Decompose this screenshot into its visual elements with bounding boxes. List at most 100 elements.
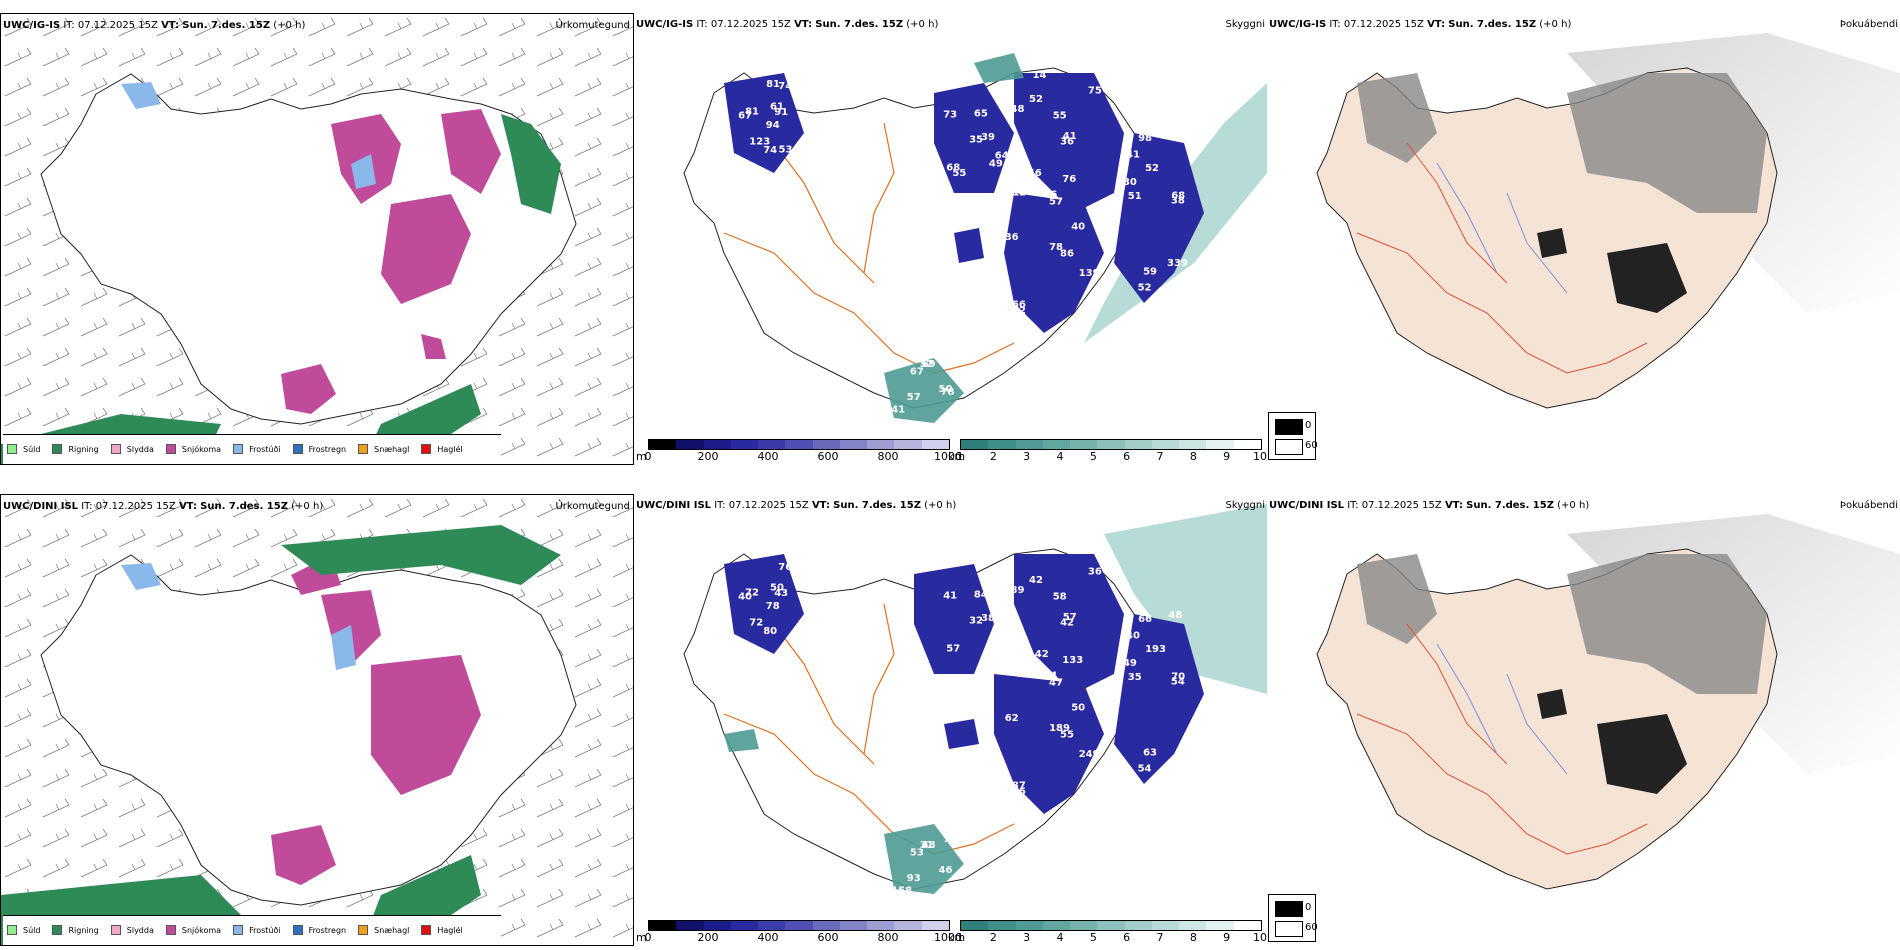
fog-legend-max-label: 0 (1305, 902, 1312, 913)
visibility-value: 339 (1167, 258, 1188, 269)
freezing-drizzle-areas (121, 82, 376, 189)
visibility-value: 55 (1053, 111, 1067, 122)
fog-title-bottom: UWC/DINI ISL IT: 07.12.2025 15Z VT: Sun.… (1269, 500, 1589, 511)
vis-field-title-top: Skyggni (1225, 19, 1265, 30)
colorbar-cell (1233, 921, 1261, 930)
legend-swatch (165, 444, 176, 454)
fog-panel-bottom: UWC/DINI ISL IT: 07.12.2025 15Z VT: Sun.… (1267, 494, 1900, 946)
visibility-value: 39 (995, 631, 1009, 642)
legend-swatch (110, 444, 121, 454)
precip-map-bottom (1, 495, 633, 945)
visibility-value: 70 (1171, 672, 1185, 683)
colorbar-cell (1097, 921, 1125, 930)
visibility-value: 35 (969, 135, 983, 146)
visibility-value: 68 (1171, 191, 1185, 202)
visibility-value: 72 (749, 617, 763, 628)
snow-areas (271, 555, 481, 885)
visibility-value: 41 (943, 590, 957, 601)
visibility-value: 78 (941, 387, 955, 398)
visibility-value: 76 (1062, 174, 1076, 185)
visibility-value: 130 (1116, 177, 1137, 188)
visibility-value: 89 (1011, 585, 1025, 596)
precip-field-title-top: Úrkomutegund (555, 20, 630, 31)
colorbar-cell (785, 440, 813, 449)
colorbar-cell (1070, 440, 1098, 449)
fog-map-top (1316, 33, 1900, 409)
colorbar-cell (961, 921, 989, 930)
visibility-value: 52 (1138, 283, 1152, 294)
colorbar-tick-label: 3 (1023, 450, 1031, 463)
visibility-value: 63 (1143, 748, 1157, 759)
visibility-map-bottom: 78 41 57 87 70 93 76 84 36 55 66 37 40 89 42 50 54 31 50 57… (683, 504, 1267, 896)
visibility-value: 12 (1012, 188, 1026, 199)
colorbar-cell (1042, 440, 1071, 449)
fog-grey-areas (1357, 554, 1767, 694)
visibility-value: 67 (738, 111, 752, 122)
visibility-value: 52 (1145, 163, 1159, 174)
visibility-value: 66 (1138, 614, 1152, 625)
precip-legend-box-bottom (3, 915, 501, 945)
legend-swatch (233, 925, 244, 935)
it-value: 07.12.2025 15Z (1361, 500, 1442, 511)
legend-item-5: Frostregn (292, 444, 346, 454)
rivers-fog (1436, 162, 1568, 294)
visibility-value: 59 (1143, 267, 1157, 278)
colorbar-cell (1070, 921, 1098, 930)
visibility-value: 87 (1012, 780, 1026, 791)
visibility-value: 40 (738, 592, 752, 603)
colorbar-cell (1015, 440, 1043, 449)
visibility-value: 74 (763, 145, 777, 156)
visibility-value: 249 (1079, 749, 1100, 760)
visibility-value: 41 (891, 404, 905, 415)
legend-label: Súld (23, 444, 41, 454)
vt-label: VT: (161, 20, 180, 31)
visibility-value: 49 (989, 159, 1003, 170)
visibility-value: 45 (952, 354, 966, 365)
visibility-value: 43 (774, 588, 788, 599)
legend-item-2: Slydda (110, 444, 154, 454)
legend-item-6: Snæhagl (358, 444, 409, 454)
visibility-value: 82 (1012, 305, 1026, 316)
visibility-value: 32 (969, 616, 983, 627)
colorbar-cell (730, 921, 759, 930)
visibility-value: 39 (981, 132, 995, 143)
visibility-value: 36 (1060, 137, 1074, 148)
visibility-value: 43 (801, 101, 815, 112)
colorbar-cell (988, 921, 1016, 930)
colorbar-strip (648, 920, 950, 931)
vis-colorbar-km-top: km 1 2 3 4 5 6 7 8 9 10 (948, 439, 1267, 465)
visibility-value: 93 (907, 873, 921, 884)
visibility-value: 81 (1003, 663, 1017, 674)
colorbar-cell (839, 440, 868, 449)
visibility-map-top: 94 73 41 66 68 57 74 65 75 86 98 32 67 48 36 40 52 52 61 68… (683, 53, 1267, 423)
colorbar-cell (703, 440, 731, 449)
legend-item-4: Frostúði (233, 444, 281, 454)
visibility-value: 121 (943, 353, 964, 364)
colorbar-tick-label: 400 (757, 931, 779, 944)
visibility-value: 189 (1049, 723, 1070, 734)
visibility-value: 61 (770, 101, 784, 112)
vis-colorbar-m-top: m 0 200 400 600 800 1000 (636, 439, 962, 465)
fog-legend-max-label: 0 (1305, 420, 1312, 431)
colorbar-cell (1206, 921, 1234, 930)
medium-visibility-areas (724, 729, 964, 894)
fog-panel-top: UWC/IG-IS IT: 07.12.2025 15Z VT: Sun. 7.… (1267, 13, 1900, 465)
freezing-drizzle-areas (121, 563, 356, 670)
legend-label: Haglél (437, 444, 463, 454)
visibility-value: 75 (1088, 86, 1102, 97)
legend-swatch (7, 444, 17, 454)
colorbar-cell (676, 921, 704, 930)
lead-time: (+0 h) (906, 19, 939, 30)
vis-field-title-bottom: Skyggni (1225, 500, 1265, 511)
colorbar-strip (648, 439, 950, 450)
legend-swatch (110, 925, 121, 935)
model-name: UWC/IG-IS (1269, 19, 1327, 30)
visibility-value: 249 (1116, 658, 1137, 669)
it-label: IT: (81, 501, 93, 512)
visibility-value: 38 (981, 613, 995, 624)
colorbar-tick-label: 9 (1223, 931, 1231, 944)
colorbar-tick-label: 8 (1189, 450, 1197, 463)
visibility-value: 54 (1138, 764, 1152, 775)
vis-colorbar-m-bottom: m 0 200 400 600 800 1000 (636, 920, 962, 946)
visibility-value: 91 (774, 107, 788, 118)
